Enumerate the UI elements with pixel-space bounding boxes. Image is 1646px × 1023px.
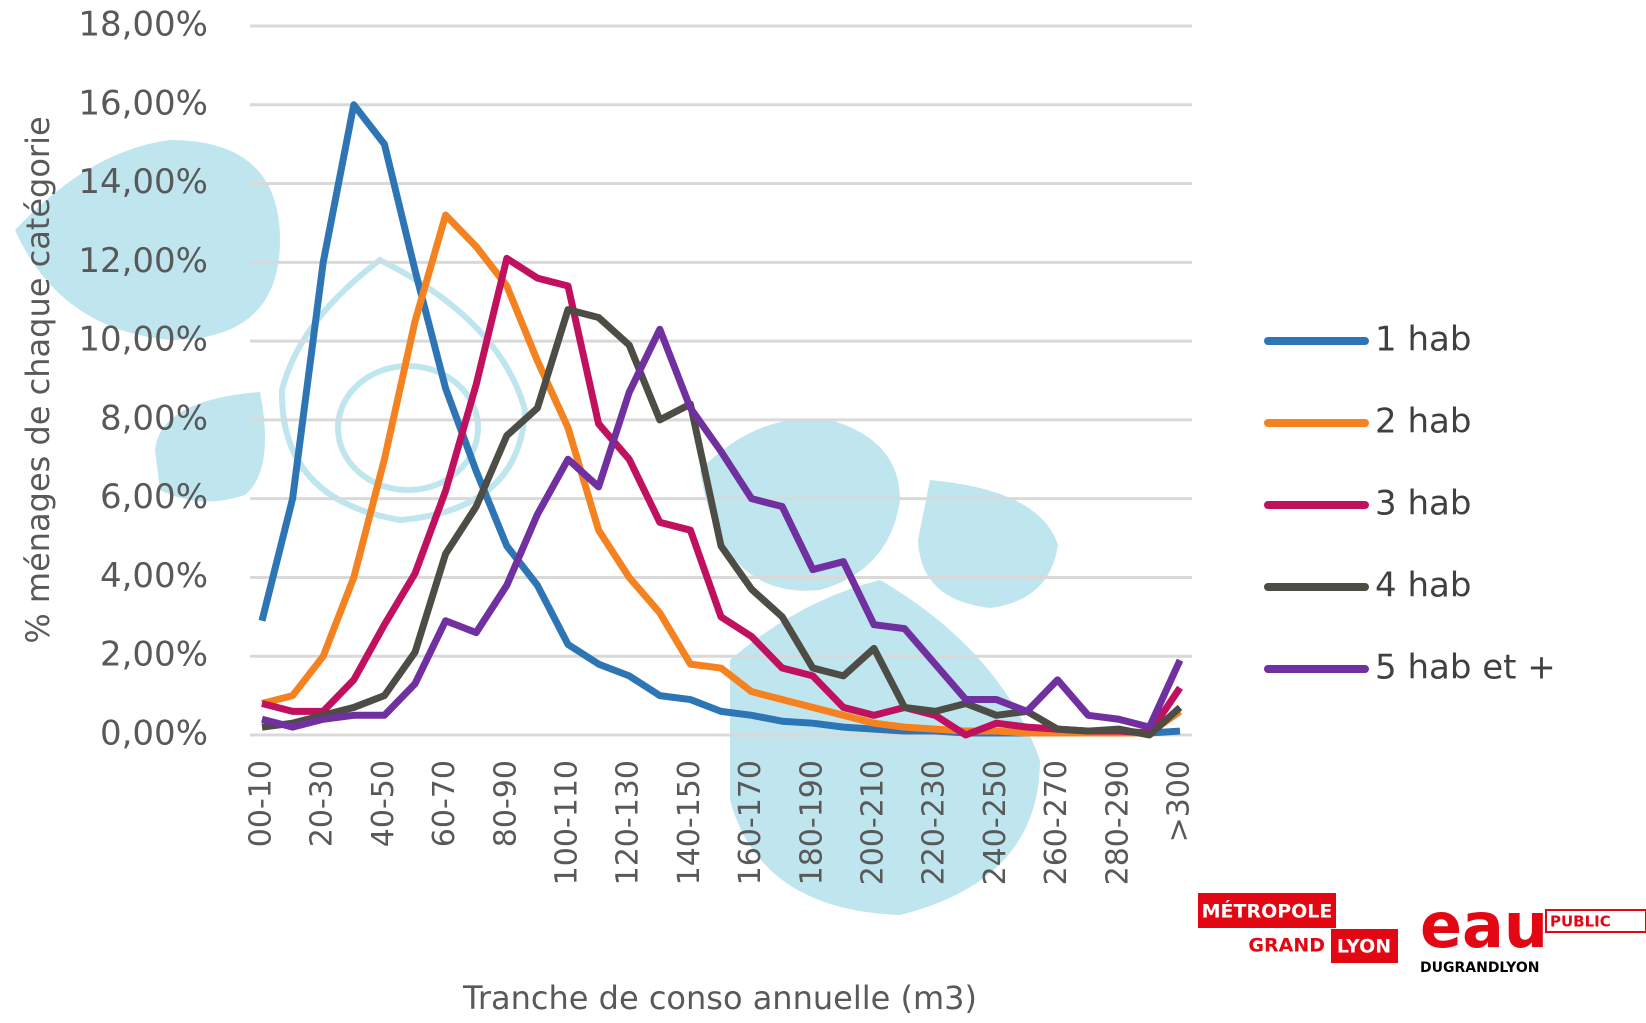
x-tick-label: 180-190: [794, 760, 829, 885]
legend-label: 4 hab: [1375, 566, 1471, 606]
x-tick-label: 280-290: [1100, 760, 1135, 885]
series-line: [261, 254, 1183, 739]
logo-text: PUBLIC: [1550, 913, 1611, 931]
x-tick-label: 200-210: [856, 760, 891, 885]
x-tick-label: 240-250: [978, 760, 1013, 885]
x-tick-label: 60-70: [427, 760, 462, 847]
y-axis-title: % ménages de chaque catégorie: [19, 116, 57, 643]
series-line: [261, 211, 1183, 737]
background-drops: [15, 140, 1058, 915]
logo-text: DUGRANDLYON: [1420, 960, 1539, 976]
y-tick-label: 16,00%: [78, 83, 208, 123]
y-tick-label: 8,00%: [100, 398, 208, 438]
y-tick-label: 4,00%: [100, 556, 208, 596]
x-tick-label: >300: [1162, 760, 1197, 842]
x-tick-label: 40-50: [366, 760, 401, 847]
legend-label: 5 hab et +: [1375, 648, 1556, 688]
logo-box: [1198, 893, 1336, 928]
x-tick-label: 220-230: [917, 760, 952, 885]
logo-text: GRAND: [1248, 935, 1325, 957]
x-tick-label: 120-130: [611, 760, 646, 885]
logo-box: [1545, 909, 1646, 933]
y-tick-label: 2,00%: [100, 635, 208, 675]
logo-box: [1331, 929, 1398, 963]
x-tick-label: 160-170: [733, 760, 768, 885]
x-tick-label: 100-110: [550, 760, 585, 885]
logo-text: LYON: [1337, 936, 1391, 958]
logo-text: eau: [1420, 889, 1548, 962]
x-tick-label: 140-150: [672, 760, 707, 885]
logo-text: MÉTROPOLE: [1202, 900, 1333, 923]
y-tick-label: 0,00%: [100, 714, 208, 754]
logo-eau: eau PUBLIC DUGRANDLYON: [1420, 889, 1646, 976]
x-tick-label: 00-10: [244, 760, 279, 847]
y-tick-label: 12,00%: [78, 241, 208, 281]
y-tick-label: 6,00%: [100, 477, 208, 517]
x-tick-label: 80-90: [488, 760, 523, 847]
x-axis-title: Tranche de conso annuelle (m3): [462, 979, 977, 1017]
y-tick-label: 10,00%: [78, 320, 208, 360]
legend-label: 1 hab: [1375, 320, 1471, 360]
y-tick-label: 18,00%: [78, 5, 208, 45]
logo-metropole: MÉTROPOLE GRAND LYON: [1198, 893, 1398, 963]
y-tick-label: 14,00%: [78, 162, 208, 202]
x-tick-label: 260-270: [1039, 760, 1074, 885]
legend-label: 2 hab: [1375, 402, 1471, 442]
series-line: [261, 325, 1184, 731]
x-tick-label: 20-30: [305, 760, 340, 847]
legend-label: 3 hab: [1375, 484, 1471, 524]
